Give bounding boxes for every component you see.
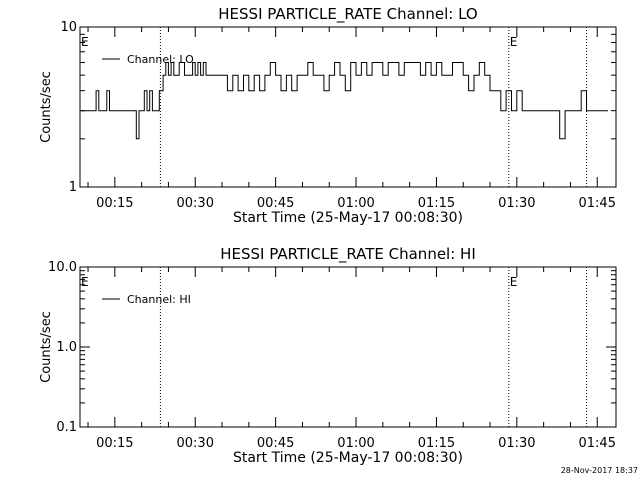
chart-1-ytick-label: 1 [69, 180, 77, 195]
chart-1-xtick-label: 00:30 [177, 196, 214, 211]
chart-2-xtick-label: 01:30 [498, 436, 535, 451]
chart-2-xtick-label: 01:00 [337, 436, 374, 451]
chart-1-ylabel: Counts/sec [39, 71, 54, 143]
chart-2-title: HESSI PARTICLE_RATE Channel: HI [220, 245, 476, 264]
chart-1-xtick-label: 01:15 [418, 196, 455, 211]
chart-1-xtick-label: 00:15 [96, 196, 133, 211]
chart-2-xlabel: Start Time (25-May-17 00:08:30) [233, 450, 463, 466]
chart-1-annotation: E [81, 35, 89, 49]
chart-1-xtick-label: 00:45 [257, 196, 294, 211]
chart-2-xtick-label: 01:15 [418, 436, 455, 451]
chart-2-xtick-label: 01:45 [579, 436, 616, 451]
footer-timestamp: 28-Nov-2017 18:37 [560, 466, 638, 475]
chart-2-legend-label: Channel: HI [127, 293, 191, 306]
chart-2-xtick-label: 00:15 [96, 436, 133, 451]
chart-1-ytick-label: 10 [60, 20, 77, 35]
chart-1-xlabel: Start Time (25-May-17 00:08:30) [233, 210, 463, 226]
chart-1-series-line [80, 62, 608, 140]
chart-1-xtick-label: 01:30 [498, 196, 535, 211]
chart-2-ytick-label: 0.1 [56, 420, 77, 435]
chart-1-legend-label: Channel: LO [127, 53, 194, 66]
chart-2-annotation: E [510, 275, 518, 289]
chart-2-ylabel: Counts/sec [39, 311, 54, 383]
chart-1-xtick-label: 01:00 [337, 196, 374, 211]
chart-1-axes-frame [79, 26, 617, 188]
chart-1-annotation: E [510, 35, 518, 49]
chart-2-ytick-label: 1.0 [56, 340, 77, 355]
chart-1-xtick-label: 01:45 [579, 196, 616, 211]
chart-1-title: HESSI PARTICLE_RATE Channel: LO [218, 5, 477, 24]
chart-2-xtick-label: 00:45 [257, 436, 294, 451]
chart-2-ytick-label: 10.0 [48, 260, 77, 275]
chart-2-annotation: E [81, 275, 89, 289]
chart-2-xtick-label: 00:30 [177, 436, 214, 451]
